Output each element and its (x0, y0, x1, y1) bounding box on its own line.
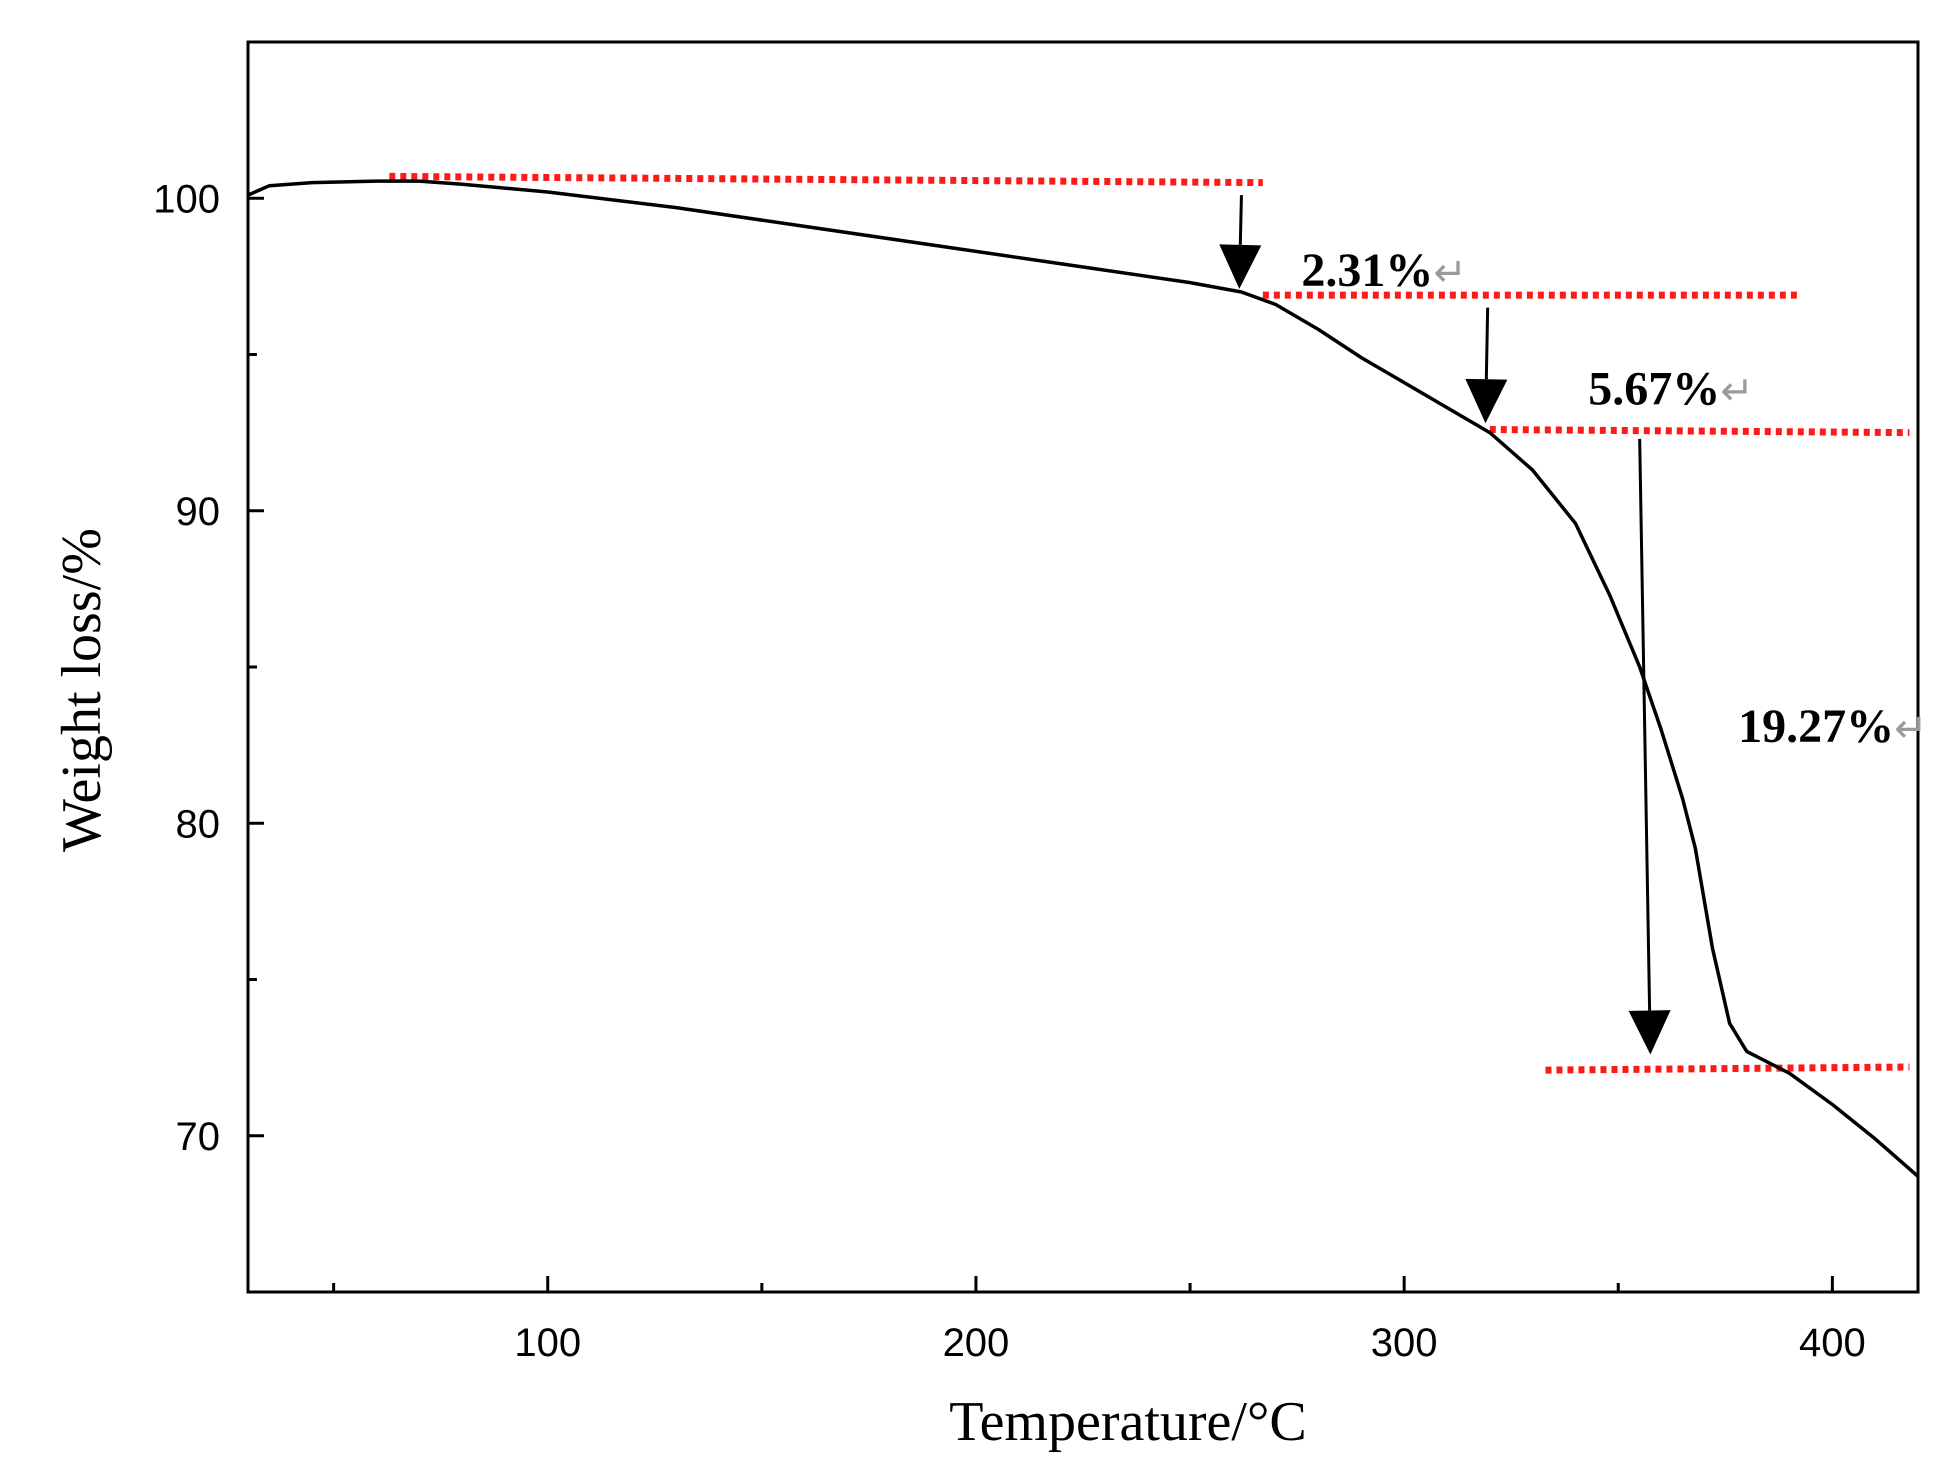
guide-line (1489, 426, 1910, 437)
arrow-shaft (1638, 438, 1652, 1011)
x-tick-label: 100 (514, 1321, 581, 1365)
annotations-group: 2.31%↵5.67%↵19.27%↵ (1301, 244, 1927, 753)
arrow-head (1219, 244, 1262, 289)
x-tick-label: 200 (943, 1321, 1010, 1365)
return-mark-icon: ↵ (1433, 250, 1467, 296)
loss-annotation: 5.67%↵ (1588, 363, 1754, 416)
arrows-group (1219, 195, 1671, 1055)
y-tick-label: 100 (153, 177, 220, 221)
arrow-shaft (1238, 195, 1243, 245)
y-tick-label: 80 (176, 802, 221, 846)
plot-frame (246, 40, 1920, 1294)
y-axis-title: Weight loss/% (51, 528, 113, 852)
arrow-shaft (1484, 307, 1490, 380)
y-tick-label: 70 (176, 1115, 221, 1159)
loss-annotation: 2.31%↵ (1301, 244, 1467, 297)
x-tick-label: 300 (1371, 1321, 1438, 1365)
arrow-head (1628, 1010, 1671, 1055)
y-tick-label: 90 (176, 490, 221, 534)
guide-lines (389, 172, 1910, 1074)
loss-annotation: 19.27%↵ (1738, 700, 1928, 753)
guide-line (389, 172, 1263, 187)
x-tick-label: 400 (1799, 1321, 1866, 1365)
guide-line (1545, 1063, 1910, 1074)
return-mark-icon: ↵ (1720, 369, 1754, 415)
tga-curve (247, 179, 1920, 1178)
x-axis-title: Temperature/°C (949, 1391, 1306, 1453)
arrow-head (1465, 378, 1508, 424)
ticks-group: 100 200 300 400 70 80 90 100 (153, 177, 1865, 1365)
curve-group (247, 179, 1920, 1178)
loss-value: 19.27% (1738, 700, 1894, 753)
loss-value: 2.31% (1301, 244, 1433, 297)
return-mark-icon: ↵ (1894, 706, 1928, 752)
loss-value: 5.67% (1588, 363, 1720, 416)
